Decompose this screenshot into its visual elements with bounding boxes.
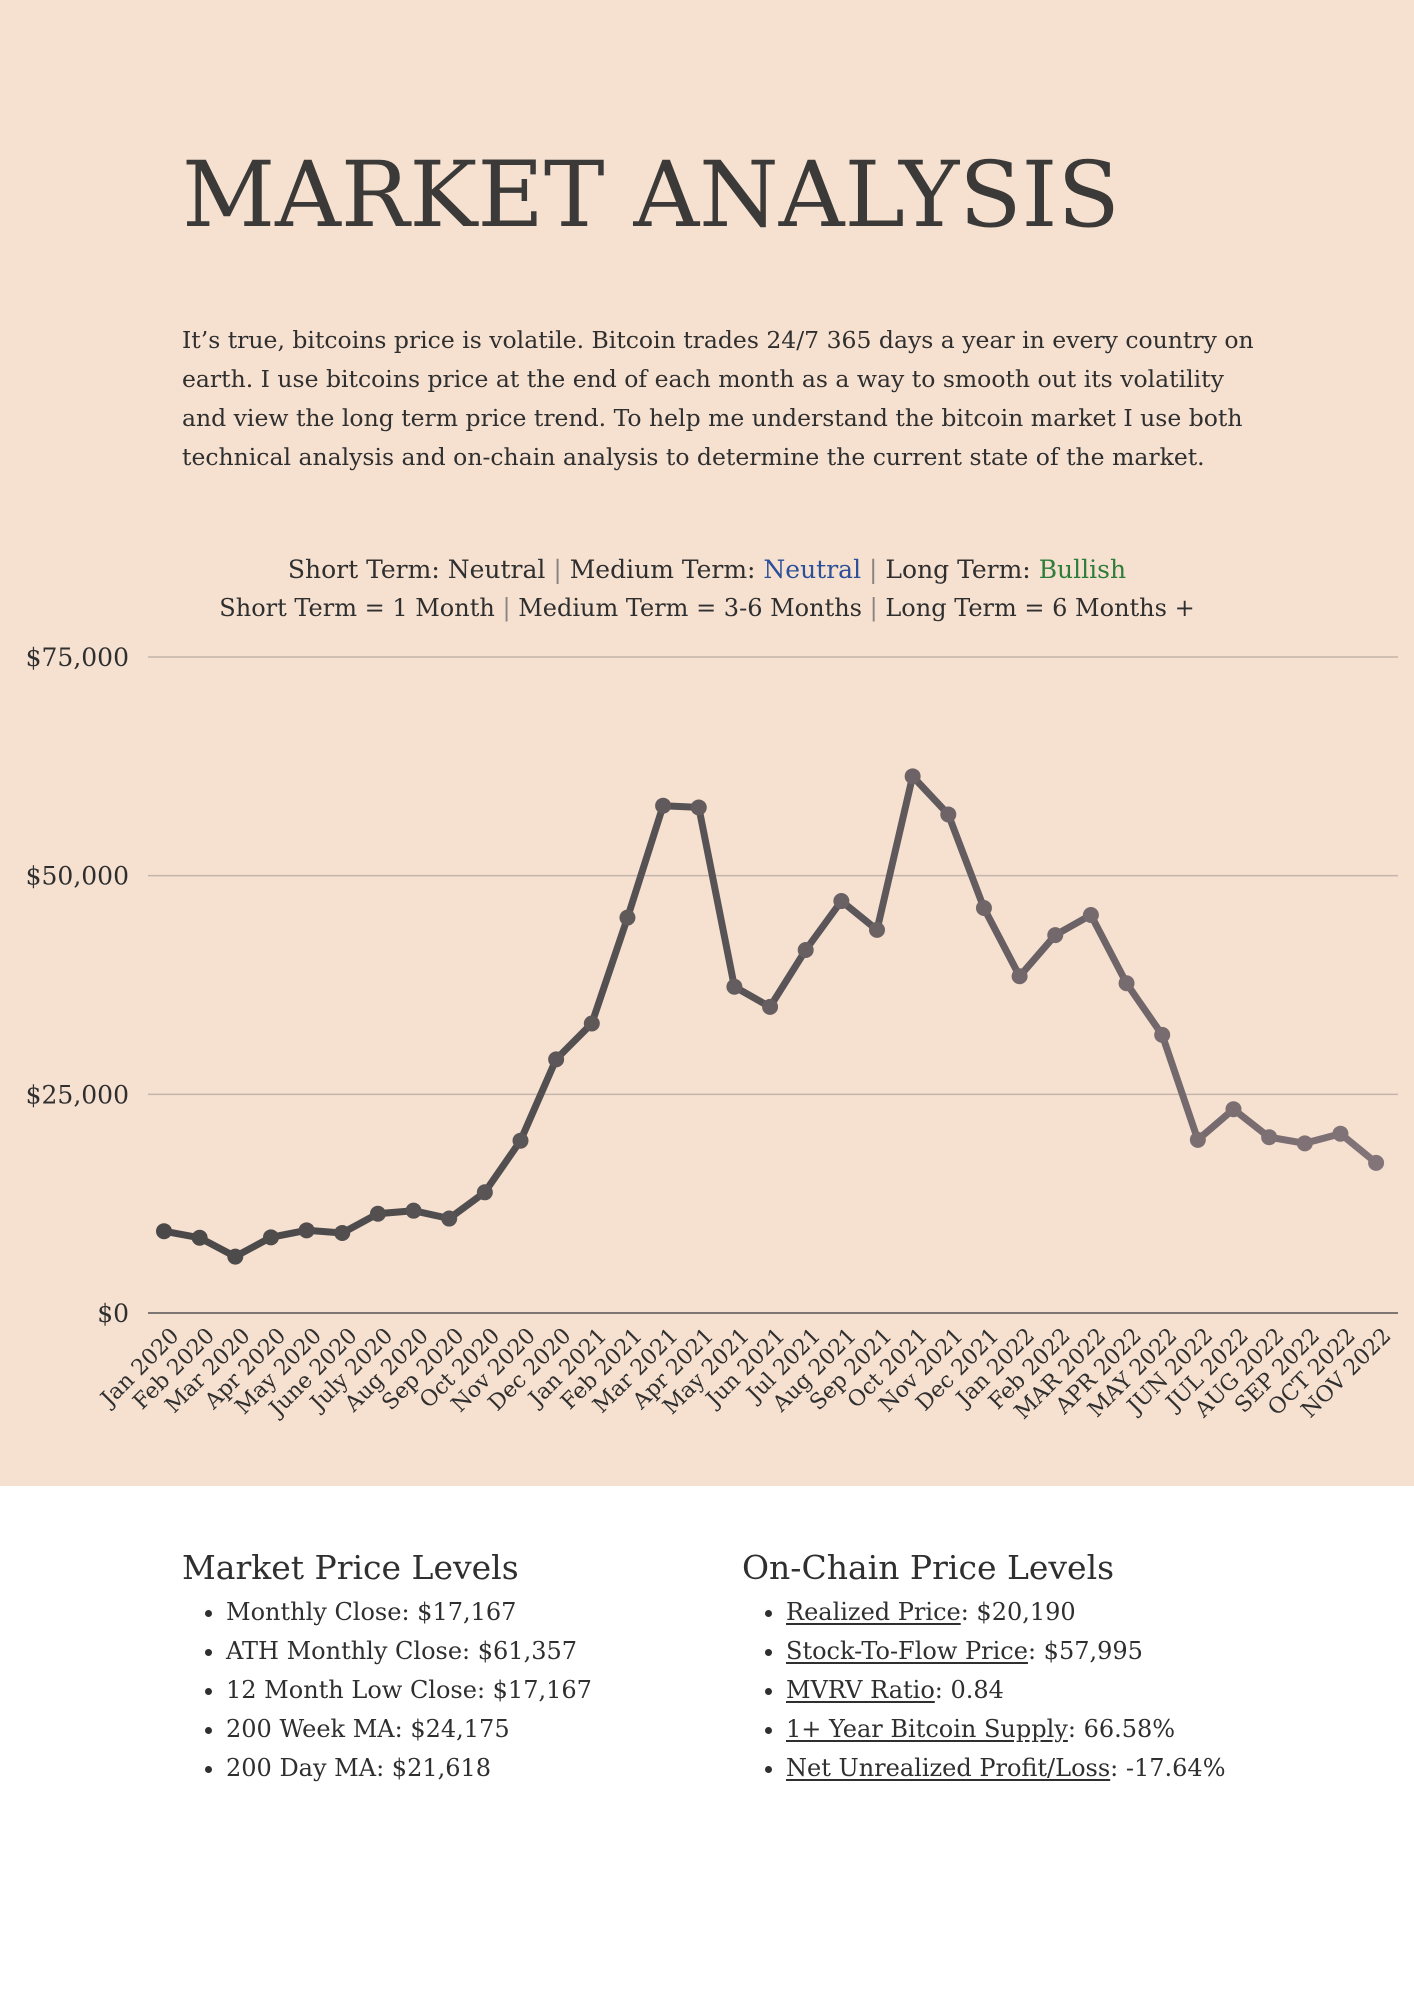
outlook-ratings: Short Term: Neutral | Medium Term: Neutr… — [0, 555, 1414, 584]
data-point — [869, 921, 885, 938]
data-point — [156, 1223, 172, 1240]
data-point — [548, 1051, 565, 1068]
y-tick-label: $50,000 — [26, 862, 129, 891]
intro-paragraph: It’s true, bitcoins price is volatile. B… — [182, 326, 1254, 471]
list-item: 1+ Year Bitcoin Supply: 66.58% — [786, 1710, 1226, 1749]
data-point — [1118, 975, 1135, 992]
market-analysis-section — [0, 0, 1414, 1486]
chart-gridlines — [148, 656, 1398, 1314]
long-term-value: Bullish — [1038, 555, 1127, 584]
data-point — [655, 797, 672, 814]
medium-term-value: Neutral — [763, 555, 862, 584]
nupl-link[interactable]: Net Unrealized Profit/Loss — [786, 1754, 1111, 1782]
list-item: Stock-To-Flow Price: $57,995 — [786, 1632, 1226, 1671]
y-tick-label: $75,000 — [26, 643, 129, 672]
separator: | — [869, 555, 878, 584]
list-item-value: : -17.64% — [1110, 1754, 1226, 1782]
data-point — [334, 1224, 351, 1241]
list-item-value: : $57,995 — [1027, 1637, 1143, 1665]
list-item: Realized Price: $20,190 — [786, 1593, 1226, 1632]
page-title: MARKET ANALYSIS — [182, 143, 1120, 248]
data-point — [227, 1248, 244, 1265]
short-term-definition: Short Term = 1 Month — [219, 594, 495, 622]
list-item-value: : 66.58% — [1067, 1715, 1176, 1743]
market-levels-list: Monthly Close: $17,167 ATH Monthly Close… — [182, 1593, 592, 1788]
list-item-value: : 0.84 — [934, 1676, 1004, 1704]
data-point — [1368, 1154, 1385, 1171]
list-item-value: : $20,190 — [960, 1598, 1076, 1626]
medium-term-definition: Medium Term = 3-6 Months — [518, 594, 862, 622]
data-point — [833, 893, 850, 910]
list-item: ATH Monthly Close: $61,357 — [226, 1632, 592, 1671]
price-line — [160, 772, 1380, 1261]
long-term-label: Long Term: — [885, 555, 1039, 584]
list-item: 12 Month Low Close: $17,167 — [226, 1671, 592, 1710]
medium-term-label: Medium Term: — [569, 555, 764, 584]
data-point — [512, 1132, 529, 1149]
data-point — [1296, 1135, 1313, 1152]
data-point — [762, 998, 779, 1015]
y-axis-labels: $0 $25,000 $50,000 $75,000 — [26, 643, 129, 1328]
data-point — [940, 806, 957, 823]
data-point — [975, 900, 992, 917]
data-point — [298, 1222, 315, 1239]
list-item: 200 Week MA: $24,175 — [226, 1710, 592, 1749]
data-point — [1082, 907, 1099, 924]
list-item: Monthly Close: $17,167 — [226, 1593, 592, 1632]
data-point — [1154, 1026, 1171, 1043]
market-price-levels: Market Price Levels Monthly Close: $17,1… — [182, 1548, 592, 1788]
data-point — [1011, 968, 1028, 985]
data-point — [619, 909, 636, 926]
long-term-definition: Long Term = 6 Months + — [885, 594, 1195, 622]
list-item: Net Unrealized Profit/Loss: -17.64% — [786, 1749, 1226, 1788]
list-item: 200 Day MA: $21,618 — [226, 1749, 592, 1788]
data-point — [191, 1229, 208, 1246]
data-point — [1225, 1101, 1242, 1118]
separator: | — [502, 594, 511, 622]
data-point — [476, 1184, 493, 1201]
data-point — [1332, 1125, 1349, 1142]
separator: | — [553, 555, 562, 584]
realized-price-link[interactable]: Realized Price — [786, 1598, 961, 1626]
separator: | — [869, 594, 878, 622]
data-point — [583, 1015, 600, 1032]
data-point — [369, 1205, 386, 1222]
short-term-value: Neutral — [447, 555, 546, 584]
market-levels-heading: Market Price Levels — [182, 1548, 519, 1587]
data-point — [1047, 927, 1064, 944]
short-term-label: Short Term: — [287, 555, 448, 584]
outlook-definitions: Short Term = 1 Month | Medium Term = 3-6… — [0, 594, 1414, 622]
data-point — [441, 1210, 458, 1227]
onchain-price-levels: On-Chain Price Levels Realized Price: $2… — [742, 1548, 1226, 1788]
data-point — [405, 1202, 422, 1219]
onchain-levels-heading: On-Chain Price Levels — [742, 1548, 1115, 1587]
year-supply-link[interactable]: 1+ Year Bitcoin Supply — [786, 1715, 1068, 1743]
data-point — [262, 1229, 279, 1246]
stock-to-flow-link[interactable]: Stock-To-Flow Price — [786, 1637, 1028, 1665]
price-points — [156, 768, 1385, 1265]
data-point — [1189, 1131, 1206, 1148]
data-point — [904, 768, 921, 785]
data-point — [726, 978, 743, 995]
list-item: MVRV Ratio: 0.84 — [786, 1671, 1226, 1710]
mvrv-ratio-link[interactable]: MVRV Ratio — [786, 1676, 935, 1704]
data-point — [797, 942, 814, 959]
y-tick-label: $25,000 — [26, 1080, 129, 1109]
onchain-levels-list: Realized Price: $20,190 Stock-To-Flow Pr… — [742, 1593, 1226, 1788]
y-tick-label: $0 — [97, 1299, 129, 1328]
data-point — [690, 799, 707, 816]
data-point — [1261, 1129, 1278, 1146]
